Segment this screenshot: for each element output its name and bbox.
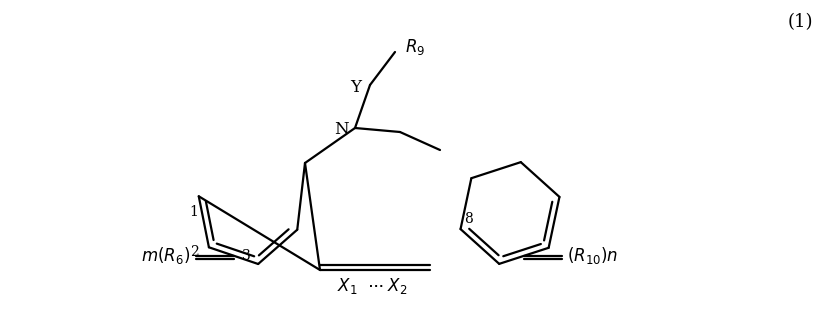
Text: $X_2$: $X_2$ (387, 276, 407, 296)
Text: $(R_{10})n$: $(R_{10})n$ (567, 245, 618, 266)
Text: Y: Y (350, 78, 362, 95)
Text: $m(R_6)$: $m(R_6)$ (141, 245, 191, 266)
Text: 8: 8 (464, 212, 473, 226)
Text: (1): (1) (787, 13, 813, 31)
Text: $X_1$: $X_1$ (336, 276, 357, 296)
Text: 2: 2 (191, 245, 199, 259)
Text: 1: 1 (189, 205, 198, 219)
Text: $R_9$: $R_9$ (405, 37, 425, 57)
Text: 3: 3 (242, 249, 250, 263)
Text: N: N (334, 122, 349, 138)
